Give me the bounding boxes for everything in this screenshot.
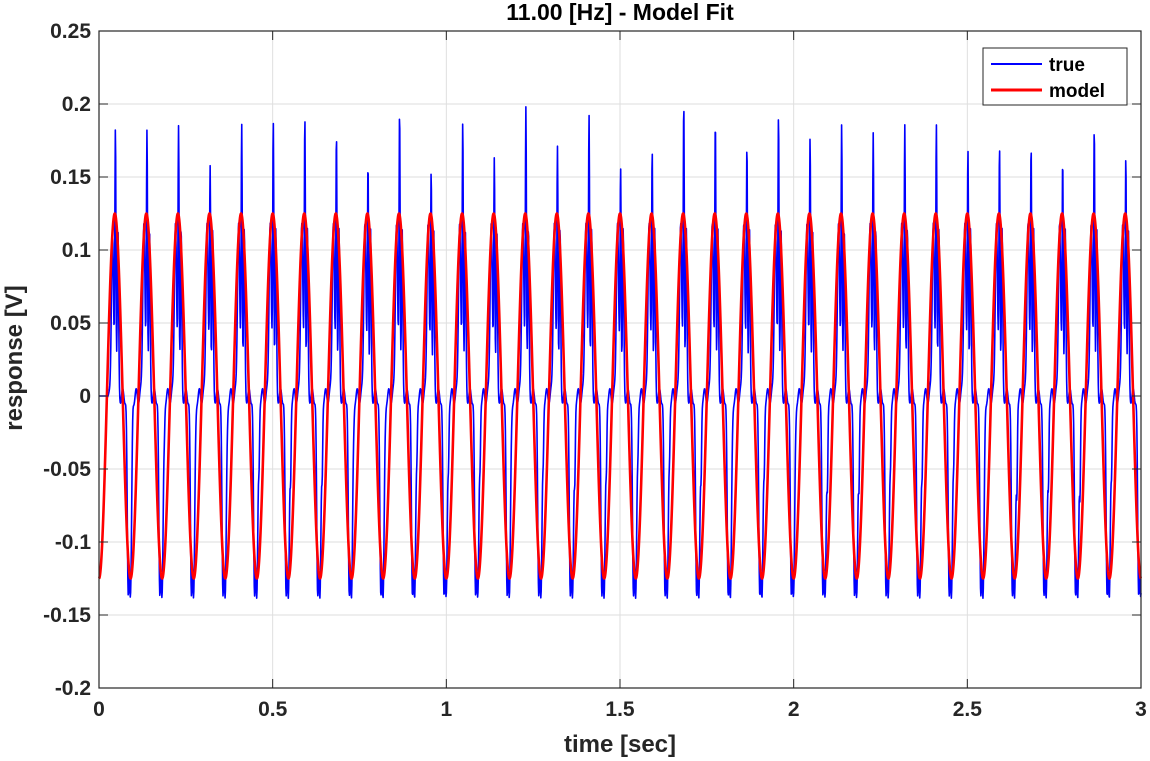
y-tick-label: -0.15 (43, 604, 91, 627)
y-tick-label: 0 (79, 385, 91, 408)
x-axis-label: time [sec] (564, 731, 676, 758)
y-tick-label: 0.2 (62, 93, 91, 116)
y-tick-label: -0.1 (55, 531, 92, 554)
x-tick-label: 0.5 (258, 698, 288, 721)
y-tick-label: 0.25 (50, 20, 91, 43)
series-line-model (97, 212, 1143, 580)
x-tick-label: 2.5 (953, 698, 983, 721)
legend-label-true: true (1049, 55, 1085, 76)
x-tick-label: 3 (1135, 698, 1147, 721)
legend: true model (982, 47, 1128, 106)
series-group (97, 106, 1143, 599)
y-axis-ticks: -0.2 -0.15 -0.1 -0.05 0 0.05 0.1 0.15 0.2 0.25 (43, 20, 1141, 700)
y-tick-label: 0.05 (50, 312, 91, 335)
y-axis-label: response [V] (1, 285, 28, 430)
legend-label-model: model (1049, 81, 1105, 102)
y-tick-label: 0.1 (62, 239, 92, 262)
y-tick-label: -0.2 (55, 677, 91, 700)
series-line-true (98, 106, 1142, 599)
x-tick-label: 0 (93, 698, 105, 721)
x-axis-ticks: 0 0.5 1 1.5 2 2.5 3 (93, 31, 1147, 721)
chart-title: 11.00 [Hz] - Model Fit (506, 0, 734, 25)
y-tick-label: -0.05 (43, 458, 91, 481)
y-tick-label: 0.15 (50, 166, 91, 189)
x-tick-label: 1 (440, 698, 452, 721)
x-tick-label: 2 (788, 698, 800, 721)
x-tick-label: 1.5 (605, 698, 635, 721)
legend-box (982, 47, 1128, 106)
